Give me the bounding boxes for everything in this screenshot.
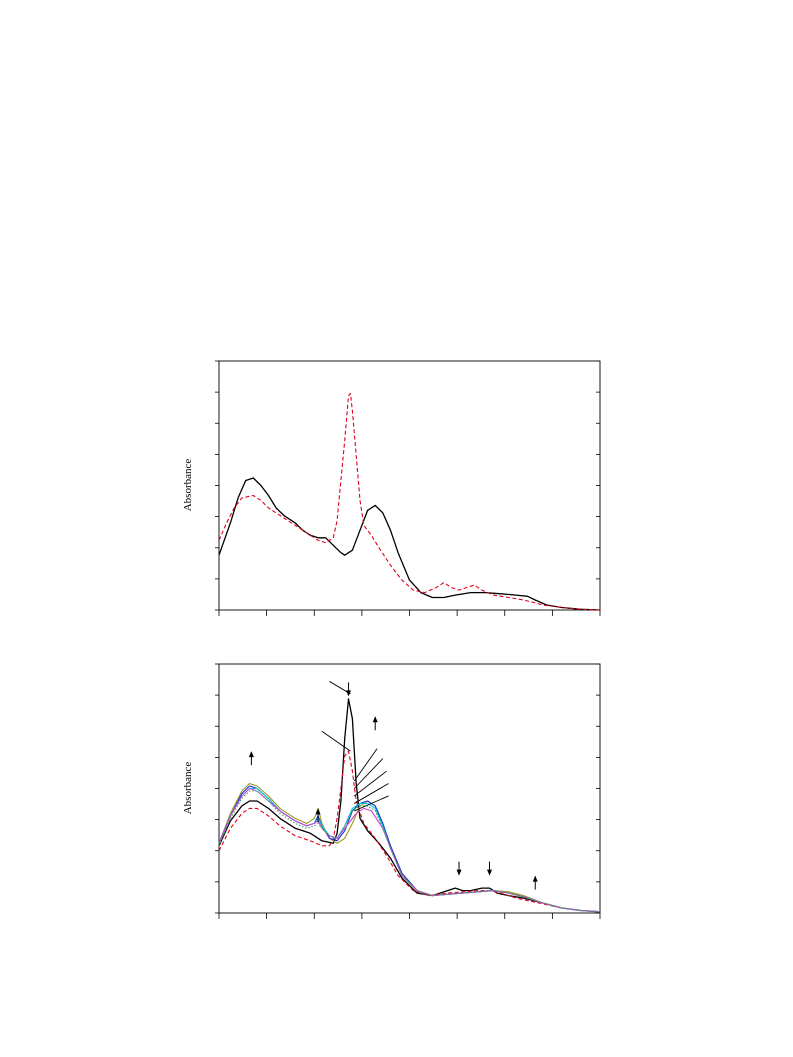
leader-line-2 bbox=[321, 730, 351, 752]
series-bottom bbox=[218, 698, 601, 913]
arrow-down-6 bbox=[487, 861, 493, 876]
arrow-up-2 bbox=[315, 808, 321, 823]
leader-line-7 bbox=[354, 795, 389, 812]
arrow-up-4 bbox=[372, 716, 378, 731]
arrow-down-3 bbox=[346, 682, 352, 697]
ticks-bottom bbox=[215, 663, 601, 919]
leader-lines bbox=[321, 681, 389, 812]
arrows-bottom bbox=[248, 682, 538, 890]
leader-line-4 bbox=[353, 758, 384, 789]
y-axis-label-top: Absorbance bbox=[182, 459, 194, 512]
chart-top: Absorbance bbox=[182, 360, 601, 616]
series-line-3 bbox=[218, 782, 601, 913]
series-line-2 bbox=[218, 392, 601, 611]
arrow-down-5 bbox=[456, 861, 462, 876]
series-top bbox=[218, 392, 601, 611]
series-line-1 bbox=[218, 698, 601, 913]
plot-frame-top bbox=[218, 360, 601, 611]
arrow-up-7 bbox=[532, 875, 538, 890]
leader-line-3 bbox=[353, 748, 378, 782]
arrow-up-1 bbox=[248, 751, 254, 766]
leader-line-6 bbox=[354, 783, 389, 804]
chart-bottom: Absorbance bbox=[182, 663, 601, 919]
leader-line-5 bbox=[353, 770, 387, 797]
ticks-top bbox=[215, 360, 601, 616]
series-line-6 bbox=[218, 787, 601, 913]
plot-frame-bottom bbox=[218, 663, 601, 914]
y-axis-label-bottom: Absorbance bbox=[182, 762, 194, 815]
series-line-2 bbox=[218, 750, 601, 913]
series-line-7 bbox=[218, 790, 601, 913]
series-line-1 bbox=[218, 477, 601, 611]
